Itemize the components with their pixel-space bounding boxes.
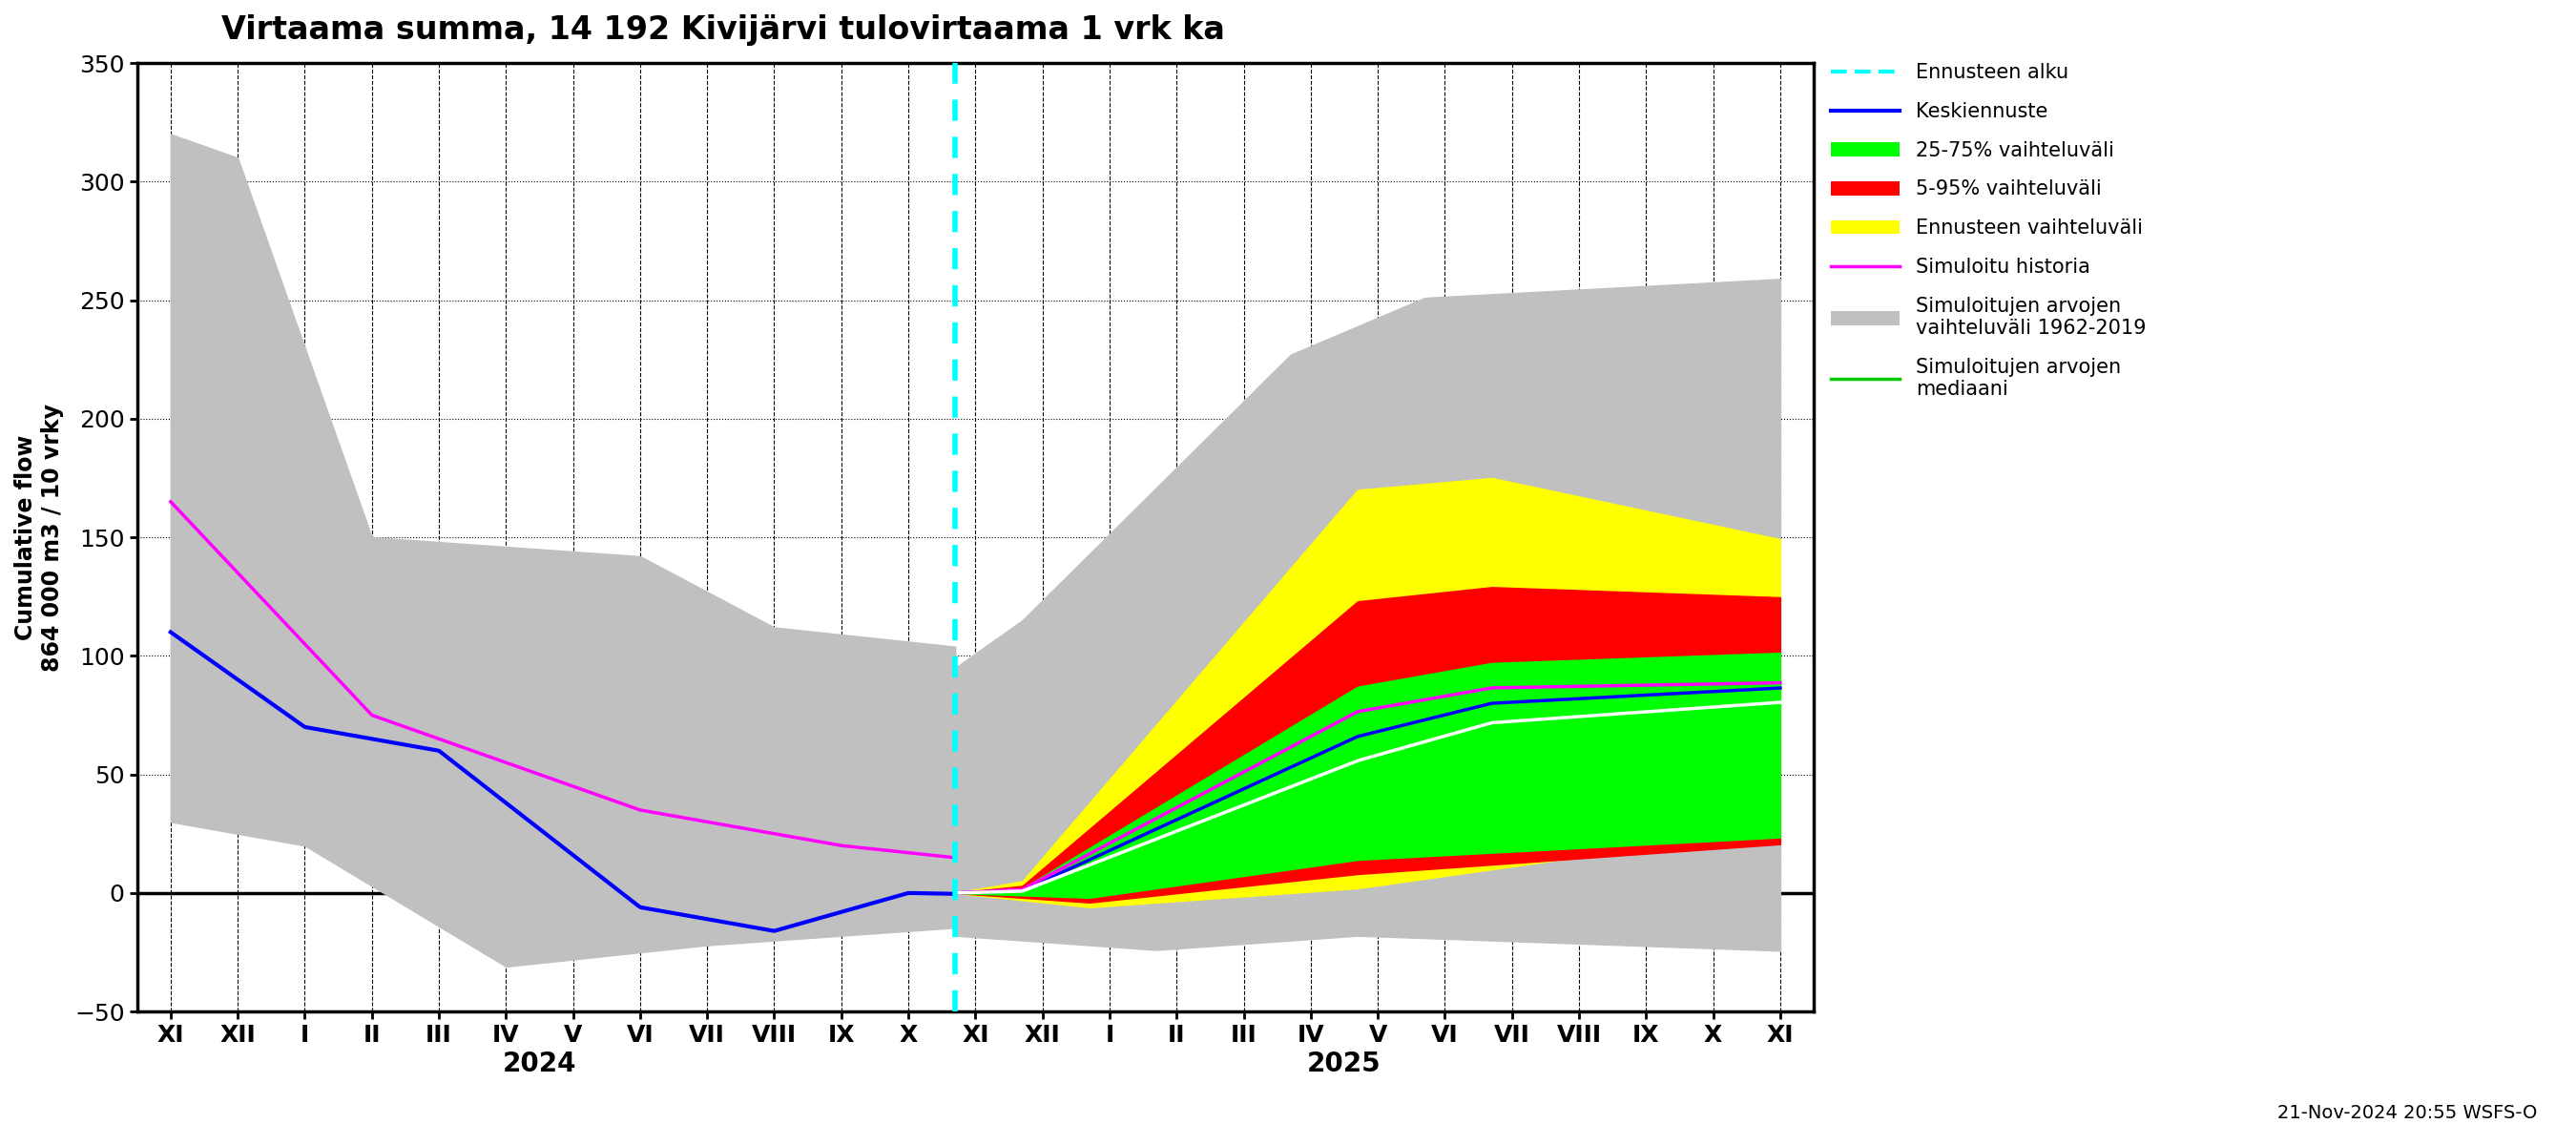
Legend: Ennusteen alku, Keskiennuste, 25-75% vaihteluväli, 5-95% vaihteluväli, Ennusteen: Ennusteen alku, Keskiennuste, 25-75% vai… — [1832, 63, 2146, 400]
Text: Virtaama summa, 14 192 Kivijärvi tulovirtaama 1 vrk ka: Virtaama summa, 14 192 Kivijärvi tulovir… — [222, 14, 1224, 46]
Text: 21-Nov-2024 20:55 WSFS-O: 21-Nov-2024 20:55 WSFS-O — [2277, 1104, 2537, 1122]
Text: 2024: 2024 — [502, 1050, 577, 1077]
Y-axis label: Cumulative flow
864 000 m3 / 10 vrky: Cumulative flow 864 000 m3 / 10 vrky — [15, 403, 64, 671]
Text: 2025: 2025 — [1306, 1050, 1381, 1077]
